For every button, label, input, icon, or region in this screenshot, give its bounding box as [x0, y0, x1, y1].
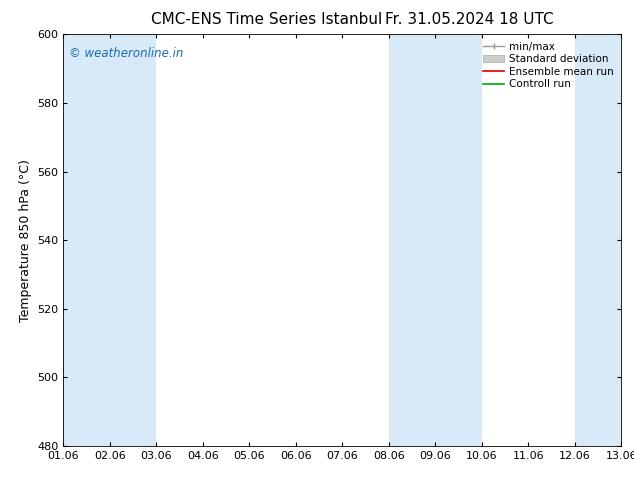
Legend: min/max, Standard deviation, Ensemble mean run, Controll run: min/max, Standard deviation, Ensemble me…	[481, 40, 616, 92]
Bar	[575, 34, 621, 446]
Text: © weatheronline.in: © weatheronline.in	[69, 47, 183, 60]
Bar	[63, 34, 157, 446]
Y-axis label: Temperature 850 hPa (°C): Temperature 850 hPa (°C)	[19, 159, 32, 321]
Bar	[389, 34, 482, 446]
Text: CMC-ENS Time Series Istanbul: CMC-ENS Time Series Istanbul	[151, 12, 382, 27]
Text: Fr. 31.05.2024 18 UTC: Fr. 31.05.2024 18 UTC	[385, 12, 553, 27]
